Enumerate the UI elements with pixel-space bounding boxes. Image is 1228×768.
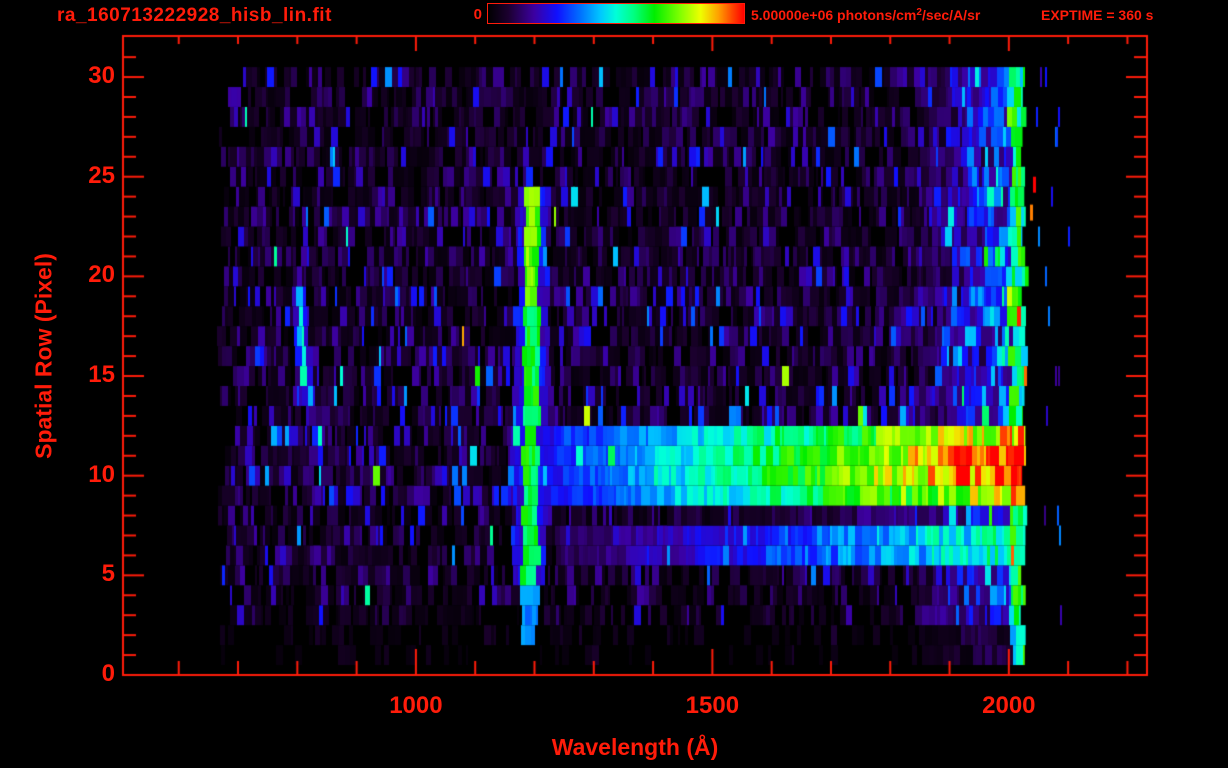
colorbar-max-label: 5.00000e+06 photons/cm2/sec/A/sr	[751, 7, 980, 23]
x-axis-title: Wavelength (Å)	[551, 734, 719, 760]
page-title: ra_160713222928_hisb_lin.fit	[57, 5, 332, 26]
x-axis-tick-label: 2000	[982, 692, 1036, 719]
y-axis-tick-label: 30	[88, 62, 115, 90]
y-axis-tick-label: 10	[88, 460, 115, 488]
colorbar-gradient	[487, 3, 745, 24]
y-axis-tick-label: 0	[101, 660, 115, 687]
y-axis-title: Spatial Row (Pixel)	[30, 253, 57, 459]
flux-label-prefix: 5.00000e+06 photons/cm	[751, 7, 917, 23]
flux-label-suffix: /sec/A/sr	[921, 7, 981, 23]
y-axis-tick-label: 25	[88, 161, 115, 189]
flux-label-superscript: 2	[916, 7, 922, 18]
x-axis-tick-label: 1000	[389, 692, 443, 719]
exptime-label: EXPTIME = 360 s	[1041, 7, 1154, 23]
colorbar-min-label: 0	[473, 6, 482, 23]
x-axis-tick-label: 1500	[685, 692, 740, 719]
y-axis-tick-label: 5	[101, 560, 115, 588]
y-axis-tick-label: 20	[88, 261, 115, 289]
y-axis-tick-label: 15	[88, 361, 115, 389]
